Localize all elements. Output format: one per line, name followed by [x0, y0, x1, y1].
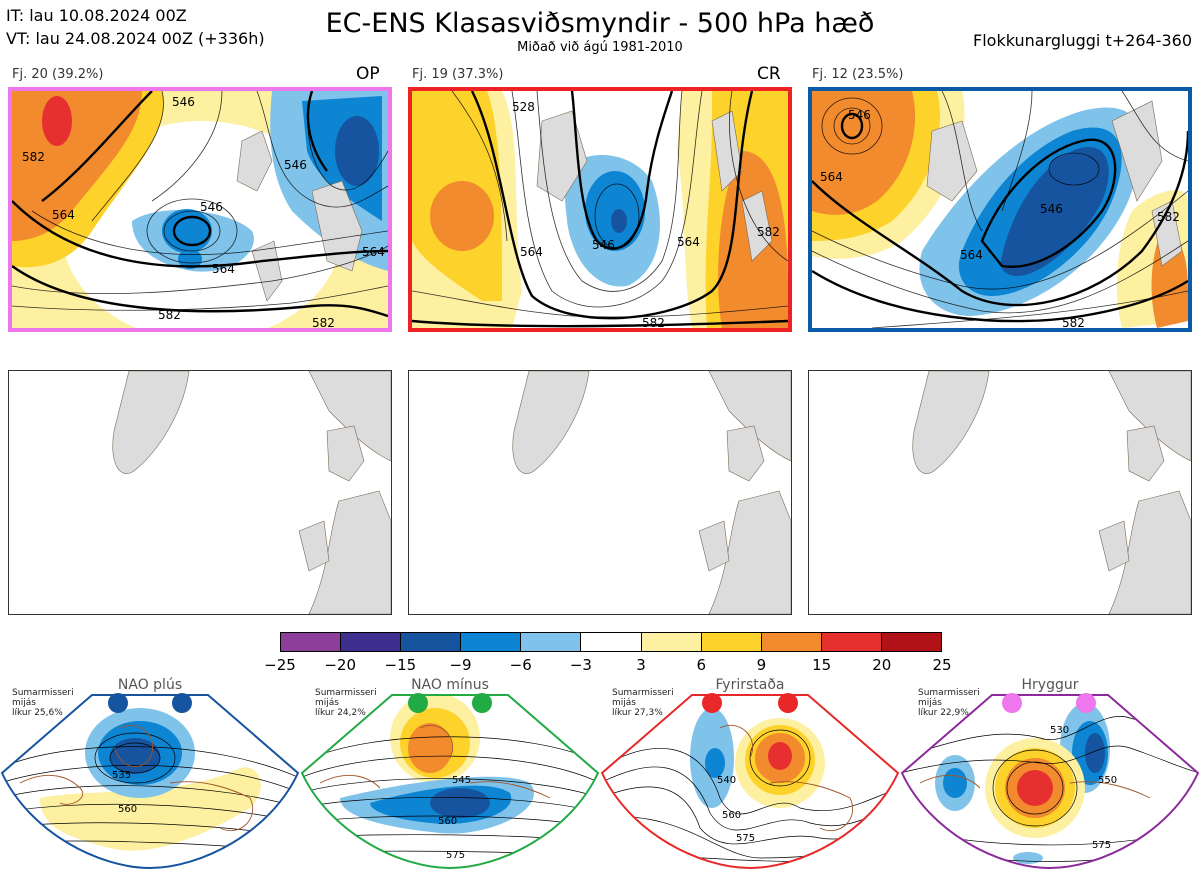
colorbar-tick-label: 3 [636, 656, 646, 674]
colorbar-segment [581, 633, 642, 651]
cluster-1-contour-label: 546 [200, 200, 223, 214]
cluster-3-map: 546 564 546 564 582 582 [808, 87, 1192, 332]
cluster-2-tag: CR [757, 64, 781, 84]
regime-2-title: NAO mínus [411, 677, 489, 693]
page-title: EC-ENS Klasasviðsmyndir - 500 hPa hæð [325, 8, 875, 39]
colorbar-tick-label: −6 [509, 656, 532, 674]
cluster-3-contour-label: 564 [960, 248, 983, 262]
cluster-3-label: Fj. 12 (23.5%) [812, 67, 904, 82]
cluster-1-contour-label: 564 [52, 208, 75, 222]
initial-time: IT: lau 10.08.2024 00Z [6, 6, 187, 25]
regime-4-title: Hryggur [1021, 677, 1079, 693]
colorbar-tick-label: 6 [696, 656, 707, 674]
regime-1-note: Sumarmisseri mijás líkur 25,6% [12, 688, 74, 718]
cluster-2-contour-label: 582 [642, 316, 665, 328]
regime-3-contour-label: 560 [722, 810, 741, 821]
colorbar-tick-label: 9 [756, 656, 767, 674]
colorbar-segment [821, 633, 882, 651]
cluster-2-contour-label: 528 [512, 100, 535, 114]
regime-3-note: Sumarmisseri mijás líkur 27,3% [612, 688, 674, 718]
colorbar [280, 632, 942, 652]
cluster-2-contour-label: 564 [677, 235, 700, 249]
colorbar-segment [881, 633, 942, 651]
cluster-1-tag: OP [356, 64, 380, 84]
colorbar-segment [641, 633, 702, 651]
colorbar-segment [341, 633, 402, 651]
colorbar-tick-label: −15 [384, 656, 417, 674]
regime-2-contour-label: 560 [438, 816, 457, 827]
colorbar-segment [701, 633, 762, 651]
cluster-3-contour-label: 546 [848, 108, 871, 122]
regime-3-contour-label: 575 [736, 833, 755, 844]
regime-2-contour-label: 545 [452, 775, 471, 786]
cluster-3-contour-label: 546 [1040, 202, 1063, 216]
colorbar-tick-label: 15 [812, 656, 832, 674]
colorbar-tick-label: −20 [324, 656, 356, 674]
cluster-1-contour-label: 564 [212, 262, 235, 276]
colorbar-segment [761, 633, 822, 651]
cluster-3-contour-label: 582 [1157, 210, 1180, 224]
colorbar-segment [401, 633, 462, 651]
empty-map-3 [808, 370, 1192, 615]
regime-2-note: Sumarmisseri mijás líkur 24,2% [315, 688, 377, 718]
regime-3-title: Fyrirstaða [715, 677, 785, 693]
regime-2-map: 545 560 575 [300, 688, 600, 875]
cluster-1-contour-label: 582 [158, 308, 181, 322]
regime-4-contour-label: 530 [1050, 725, 1069, 736]
cluster-1-contour-label: 546 [284, 158, 307, 172]
colorbar-tick-label: −3 [569, 656, 592, 674]
colorbar-tick-label: 20 [872, 656, 892, 674]
cluster-1-contour-label: 564 [362, 245, 385, 259]
colorbar-tick-label: −25 [264, 656, 296, 674]
cluster-2-contour-label: 546 [592, 238, 615, 252]
cluster-1-label: Fj. 20 (39.2%) [12, 67, 104, 82]
regime-4-contour-label: 550 [1098, 775, 1117, 786]
regime-4-contour-label: 575 [1092, 840, 1111, 851]
colorbar-segment [521, 633, 582, 651]
colorbar-tick-label: 25 [932, 656, 952, 674]
cluster-1-map: 546 546 564 564 582 582 546 564 582 [8, 87, 392, 332]
cluster-2-label: Fj. 19 (37.3%) [412, 67, 504, 82]
regime-3-contour-label: 540 [717, 775, 736, 786]
cluster-1-contour-label: 582 [22, 150, 45, 164]
cluster-2-contour-label: 582 [757, 225, 780, 239]
regime-4-note: Sumarmisseri mijás líkur 22,9% [918, 688, 980, 718]
cluster-1-contour-label: 582 [312, 316, 335, 328]
colorbar-segment [461, 633, 522, 651]
regime-4-map: 530 550 575 [900, 688, 1200, 875]
valid-time: VT: lau 24.08.2024 00Z (+336h) [6, 29, 265, 48]
colorbar-segment [281, 633, 342, 651]
regime-1-contour-label: 560 [118, 804, 137, 815]
regime-1-title: NAO plús [117, 677, 183, 693]
regime-3-map: 540 560 575 [600, 688, 900, 875]
cluster-2-map: 528 546 564 564 582 582 [408, 87, 792, 332]
cluster-1-contour-label: 546 [172, 95, 195, 109]
cluster-3-contour-label: 582 [1062, 316, 1085, 328]
regime-1-contour-label: 535 [112, 770, 131, 781]
empty-map-2 [408, 370, 792, 615]
classification-window: Flokkunargluggi t+264-360 [973, 31, 1192, 50]
regime-1-map: 535 560 [0, 688, 300, 875]
empty-map-1 [8, 370, 392, 615]
colorbar-tick-label: −9 [449, 656, 472, 674]
cluster-3-contour-label: 564 [820, 170, 843, 184]
regime-2-contour-label: 575 [446, 850, 465, 861]
page-subtitle: Miðað við ágú 1981-2010 [517, 40, 683, 55]
cluster-2-contour-label: 564 [520, 245, 543, 259]
